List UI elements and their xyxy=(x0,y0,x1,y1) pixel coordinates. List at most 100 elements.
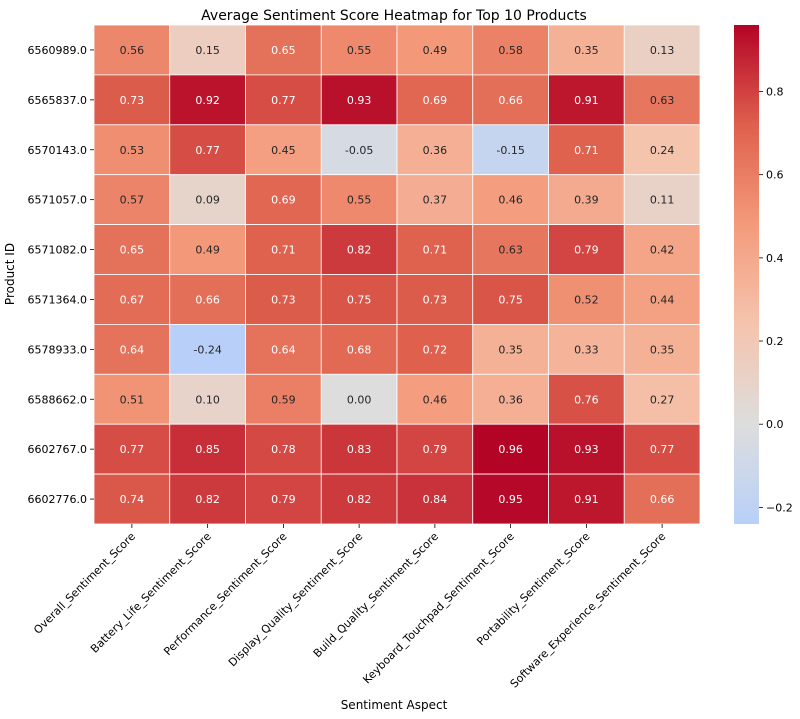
cell-value-label: 0.15 xyxy=(195,44,220,57)
colorbar-tick-label: 0.4 xyxy=(766,252,784,265)
cell-value-label: 0.13 xyxy=(650,44,675,57)
cell-value-label: 0.52 xyxy=(574,293,599,306)
cell-value-label: 0.77 xyxy=(120,443,145,456)
heatmap-cell xyxy=(623,473,701,525)
y-tick-label: 6571057.0 xyxy=(28,194,88,207)
heatmap-cell xyxy=(396,124,474,176)
cell-value-label: 0.36 xyxy=(423,144,448,157)
y-tick-label: 6565837.0 xyxy=(28,94,88,107)
cell-value-label: 0.11 xyxy=(650,194,675,207)
heatmap-cell xyxy=(548,274,625,325)
colorbar-tick-label: −0.2 xyxy=(766,501,793,514)
cell-value-label: 0.76 xyxy=(574,393,599,406)
heatmap-cell xyxy=(548,124,625,176)
heatmap-cell xyxy=(472,74,549,126)
cell-value-label: 0.58 xyxy=(498,44,523,57)
cell-value-label: 0.46 xyxy=(423,393,448,406)
cell-value-label: 0.73 xyxy=(120,94,145,107)
heatmap-cell xyxy=(472,473,549,525)
heatmap-cell xyxy=(93,473,171,525)
heatmap-cell xyxy=(396,423,474,475)
heatmap-cell xyxy=(548,323,625,375)
heatmap-cell xyxy=(93,323,171,375)
cell-value-label: 0.77 xyxy=(650,443,675,456)
heatmap-cells: 0.56 0.15 0.65 0.55 0.49 0.58 0.35 0.13 0.73 0.92… xyxy=(93,24,701,525)
heatmap-cell xyxy=(472,423,549,475)
heatmap-cell xyxy=(169,473,246,525)
cell-value-label: 0.66 xyxy=(498,94,523,107)
y-tick-label: 6571082.0 xyxy=(28,244,88,257)
colorbar-tick-label: 0.0 xyxy=(766,418,784,431)
heatmap-cell xyxy=(320,124,398,176)
cell-value-label: 0.51 xyxy=(120,393,145,406)
cell-value-label: 0.53 xyxy=(120,144,145,157)
cell-value-label: 0.55 xyxy=(347,44,372,57)
cell-value-label: 0.67 xyxy=(120,293,145,306)
heatmap-cell xyxy=(169,24,246,76)
x-tick-labels: Overall_Sentiment_ScoreBattery_Life_Sent… xyxy=(31,524,668,690)
heatmap-cell xyxy=(623,124,701,176)
y-tick-label: 6578933.0 xyxy=(28,343,88,356)
heatmap-cell xyxy=(623,24,701,76)
x-tick-label: Display_Quality_Sentiment_Score xyxy=(226,530,365,669)
cell-value-label: 0.79 xyxy=(271,493,296,506)
cell-value-label: 0.71 xyxy=(271,244,296,257)
heatmap-cell xyxy=(396,24,474,76)
cell-value-label: 0.35 xyxy=(650,343,675,356)
heatmap-cell xyxy=(548,224,625,275)
y-tick-labels: 6560989.0 6565837.0 6570143.0 6571057.0 6571… xyxy=(28,44,94,506)
colorbar-tick-label: 0.6 xyxy=(766,169,784,182)
heatmap-cell xyxy=(396,373,474,425)
cell-value-label: 0.56 xyxy=(120,44,145,57)
cell-value-label: 0.93 xyxy=(574,443,599,456)
cell-value-label: 0.42 xyxy=(650,244,675,257)
cell-value-label: 0.78 xyxy=(271,443,296,456)
heatmap-cell xyxy=(320,174,398,225)
heatmap-cell xyxy=(245,274,322,325)
cell-value-label: 0.74 xyxy=(120,493,145,506)
x-tick-label: Battery_Life_Sentiment_Score xyxy=(88,530,214,656)
cell-value-label: 0.59 xyxy=(271,393,296,406)
heatmap-cell xyxy=(169,423,246,475)
cell-value-label: 0.00 xyxy=(347,393,372,406)
heatmap-cell xyxy=(472,323,549,375)
y-tick-label: 6602767.0 xyxy=(28,443,88,456)
x-tick-label: Build_Quality_Sentiment_Score xyxy=(311,530,441,660)
cell-value-label: 0.85 xyxy=(195,443,220,456)
heatmap-cell xyxy=(396,74,474,126)
cell-value-label: 0.95 xyxy=(498,493,523,506)
heatmap-cell xyxy=(320,24,398,76)
cell-value-label: 0.35 xyxy=(574,44,599,57)
cell-value-label: 0.71 xyxy=(423,244,448,257)
y-tick-label: 6602776.0 xyxy=(28,493,88,506)
cell-value-label: 0.79 xyxy=(423,443,448,456)
heatmap-cell xyxy=(169,274,246,325)
cell-value-label: 0.82 xyxy=(195,493,220,506)
y-tick-label: 6571364.0 xyxy=(28,293,88,306)
cell-value-label: 0.10 xyxy=(195,393,220,406)
heatmap-cell xyxy=(320,74,398,126)
cell-value-label: 0.49 xyxy=(423,44,448,57)
x-tick-label: Keyboard_Touchpad_Sentiment_Score xyxy=(360,530,517,687)
colorbar-tick-label: 0.8 xyxy=(766,86,784,99)
y-tick-label: 6570143.0 xyxy=(28,144,88,157)
cell-value-label: 0.44 xyxy=(650,293,675,306)
cell-value-label: 0.36 xyxy=(498,393,523,406)
y-tick-label: 6560989.0 xyxy=(28,44,88,57)
heatmap-cell xyxy=(169,323,246,375)
chart-title: Average Sentiment Score Heatmap for Top … xyxy=(201,8,587,24)
cell-value-label: 0.45 xyxy=(271,144,296,157)
y-tick-label: 6588662.0 xyxy=(28,393,88,406)
cell-value-label: 0.35 xyxy=(498,343,523,356)
colorbar-tick-label: 0.2 xyxy=(766,335,784,348)
cell-value-label: 0.79 xyxy=(574,244,599,257)
heatmap-cell xyxy=(245,323,322,375)
heatmap-cell xyxy=(623,373,701,425)
heatmap-cell xyxy=(320,473,398,525)
cell-value-label: 0.37 xyxy=(423,194,448,207)
cell-value-label: -0.05 xyxy=(345,144,373,157)
heatmap-cell xyxy=(93,24,171,76)
cell-value-label: 0.83 xyxy=(347,443,372,456)
heatmap-cell xyxy=(623,423,701,475)
